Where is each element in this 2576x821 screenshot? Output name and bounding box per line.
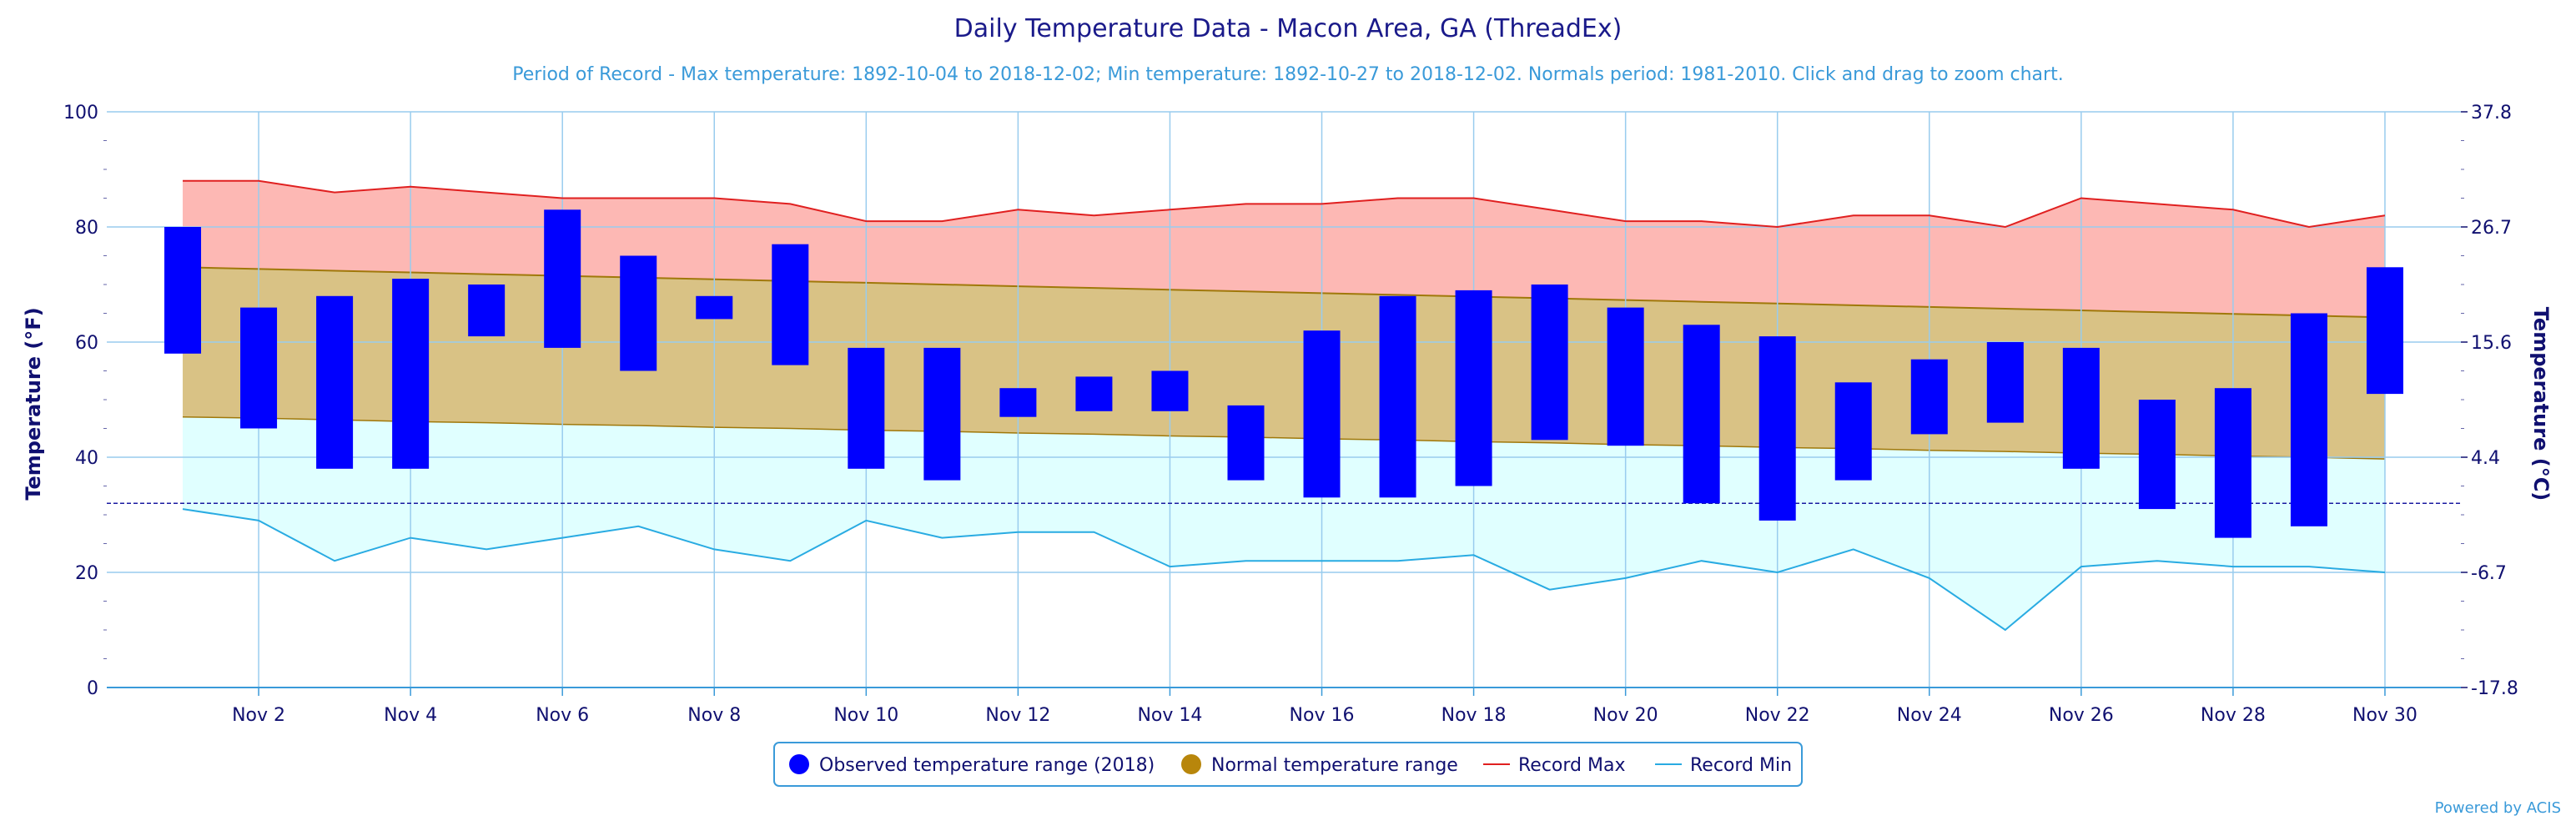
x-tick-label: Nov 24 — [1897, 705, 1962, 726]
x-tick-label: Nov 26 — [2049, 705, 2114, 726]
observed-bar[interactable] — [1910, 359, 1948, 435]
observed-bar[interactable] — [392, 279, 430, 469]
observed-bar[interactable] — [1531, 285, 1568, 441]
y-tick-label-left: 80 — [75, 218, 98, 239]
observed-bar[interactable] — [2062, 347, 2100, 469]
observed-bar[interactable] — [1075, 376, 1113, 411]
legend-observed-marker — [789, 754, 809, 774]
record-max-line — [183, 179, 2386, 229]
record-high-band — [183, 180, 2385, 318]
x-tick-label: Nov 10 — [833, 705, 898, 726]
observed-bar[interactable] — [848, 347, 885, 469]
y-tick-label-right: 15.6 — [2471, 333, 2512, 354]
legend-normal-label: Normal temperature range — [1211, 755, 1458, 776]
x-tick-label: Nov 2 — [232, 705, 285, 726]
chart-subtitle: Period of Record - Max temperature: 1892… — [512, 64, 2063, 85]
x-tick-label: Nov 4 — [384, 705, 437, 726]
y-axis-title-right: Temperature (°C) — [2529, 307, 2553, 501]
x-tick-label: Nov 22 — [1745, 705, 1810, 726]
y-tick-label-right: 37.8 — [2471, 103, 2512, 123]
legend-item-record-max[interactable]: Record Max — [1483, 755, 1626, 776]
chart-title: Daily Temperature Data - Macon Area, GA … — [954, 14, 1623, 43]
x-tick-label: Nov 20 — [1593, 705, 1658, 726]
legend-item-record-min[interactable]: Record Min — [1655, 755, 1792, 776]
y-tick-label-right: 4.4 — [2471, 448, 2500, 469]
credits-link[interactable]: Powered by ACIS — [2435, 799, 2561, 817]
legend-item-observed[interactable]: Observed temperature range (2018) — [789, 754, 1155, 776]
observed-bar[interactable] — [240, 307, 278, 429]
legend-record-max-label: Record Max — [1518, 755, 1626, 776]
record-lines — [107, 179, 2461, 632]
normal-range-band — [183, 267, 2385, 460]
x-tick-label: Nov 30 — [2352, 705, 2418, 726]
observed-bar[interactable] — [1758, 336, 1796, 521]
observed-bar[interactable] — [923, 347, 961, 481]
observed-bar[interactable] — [1303, 330, 1341, 498]
y-tick-label-right: 26.7 — [2471, 218, 2512, 239]
legend-observed-label: Observed temperature range (2018) — [819, 755, 1155, 776]
x-tick-label: Nov 28 — [2201, 705, 2266, 726]
observed-bar[interactable] — [2138, 400, 2176, 510]
observed-bar[interactable] — [2214, 388, 2251, 538]
normal-low-line — [183, 416, 2385, 460]
observed-bar[interactable] — [1607, 307, 1644, 446]
x-tick-label: Nov 12 — [985, 705, 1050, 726]
observed-bar[interactable] — [1834, 382, 1872, 481]
temperature-bands — [183, 180, 2385, 630]
legend-item-normal[interactable]: Normal temperature range — [1181, 754, 1458, 776]
observed-bar[interactable] — [468, 285, 506, 337]
observed-bar[interactable] — [2290, 313, 2327, 526]
record-min-line — [182, 508, 2386, 632]
y-tick-label-left: 40 — [75, 448, 98, 469]
observed-bar[interactable] — [2366, 267, 2403, 395]
y-tick-label-right: -17.8 — [2471, 678, 2518, 699]
observed-bar[interactable] — [1379, 295, 1416, 498]
x-tick-label: Nov 14 — [1137, 705, 1202, 726]
x-tick-label: Nov 16 — [1290, 705, 1355, 726]
chart-legend[interactable]: Observed temperature range (2018) Normal… — [773, 742, 1803, 787]
observed-bar[interactable] — [544, 209, 581, 348]
observed-bar[interactable] — [1151, 370, 1189, 411]
observed-bar[interactable] — [772, 244, 809, 365]
observed-bar[interactable] — [620, 255, 657, 371]
y-tick-label-left: 100 — [63, 103, 98, 123]
x-tick-label: Nov 18 — [1441, 705, 1507, 726]
observed-bar[interactable] — [696, 295, 733, 320]
observed-bar[interactable] — [164, 227, 202, 354]
observed-bar[interactable] — [1455, 290, 1492, 486]
x-tick-label: Nov 8 — [687, 705, 741, 726]
legend-normal-marker — [1181, 754, 1201, 774]
observed-bar[interactable] — [999, 388, 1037, 417]
observed-bars — [164, 209, 2403, 538]
x-tick-label: Nov 6 — [536, 705, 589, 726]
y-tick-label-left: 0 — [87, 678, 98, 699]
observed-bar[interactable] — [1227, 405, 1265, 481]
record-low-band — [183, 416, 2385, 630]
observed-bar[interactable] — [1986, 342, 2024, 423]
observed-bar[interactable] — [316, 295, 354, 469]
grid-lines — [107, 111, 2461, 688]
observed-bar[interactable] — [1683, 325, 1720, 504]
y-tick-label-left: 20 — [75, 563, 98, 584]
legend-record-min-label: Record Min — [1690, 755, 1792, 776]
y-axis-title-left: Temperature (°F) — [22, 307, 45, 500]
y-tick-label-left: 60 — [75, 333, 98, 354]
axes: Nov 2 Nov 4 Nov 6 Nov 8 Nov 10 Nov 12 Nov 14 No… — [63, 103, 2518, 726]
y-tick-label-right: -6.7 — [2471, 563, 2507, 584]
legend-box — [773, 742, 1803, 787]
